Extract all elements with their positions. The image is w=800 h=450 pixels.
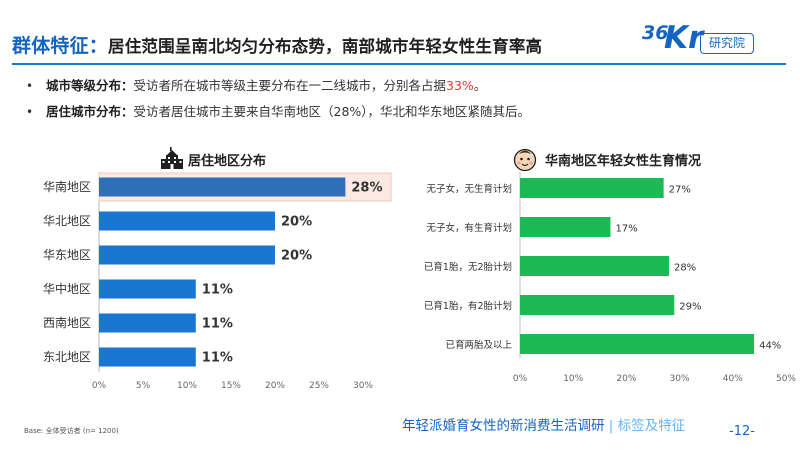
category-label: 已育两胎及以上	[445, 339, 512, 351]
bullet-text: 受访者所在城市等级主要分布在一二线城市，分别各占据	[133, 78, 447, 93]
bar	[520, 334, 755, 354]
bar	[99, 279, 196, 299]
bar	[520, 178, 664, 198]
logo-number: 36	[642, 22, 669, 44]
x-tick-label: 20%	[265, 381, 285, 391]
value-label: 20%	[281, 215, 312, 230]
base-note: Base: 全体受访者 (n= 1200)	[24, 427, 119, 435]
left-chart-title: 居住地区分布	[188, 154, 267, 169]
value-label: 11%	[202, 283, 233, 298]
value-label: 28%	[674, 263, 696, 274]
bar	[99, 211, 275, 231]
x-tick-label: 0%	[92, 381, 107, 391]
x-tick-label: 50%	[776, 374, 796, 384]
category-label: 华北地区	[43, 214, 91, 228]
bullet-label: 居住城市分布：	[46, 104, 134, 119]
category-label: 华南地区	[43, 179, 91, 194]
x-tick-label: 20%	[616, 374, 636, 384]
category-label: 华中地区	[43, 281, 91, 296]
value-label: 11%	[202, 317, 233, 332]
bullet-text: 受访者居住城市主要来自华南地区（28%），华北和华东地区紧随其后。	[133, 104, 531, 119]
right-chart-title: 华南地区年轻女性生育情况	[545, 154, 702, 169]
bullet-list: 城市等级分布：受访者所在城市等级主要分布在一二线城市，分别各占据33%。 居住城…	[26, 73, 530, 125]
building-icon	[161, 147, 183, 169]
value-label: 44%	[759, 341, 781, 352]
bullet-city-region: 居住城市分布：受访者居住城市主要来自华南地区（28%），华北和华东地区紧随其后。	[26, 99, 530, 125]
bar	[520, 295, 675, 315]
category-label: 华东地区	[43, 248, 91, 262]
bullet-label: 城市等级分布：	[46, 78, 134, 93]
value-label: 28%	[351, 181, 382, 196]
category-label: 已育1胎，无2胎计划	[424, 261, 512, 273]
value-label: 11%	[202, 351, 233, 366]
x-tick-label: 15%	[221, 381, 241, 391]
x-tick-label: 30%	[670, 374, 690, 384]
x-tick-label: 30%	[353, 381, 373, 391]
logo-letters: Kr	[664, 20, 704, 56]
category-label: 无子女，有生育计划	[426, 222, 512, 234]
page-title-lead: 群体特征：	[12, 35, 109, 57]
value-label: 17%	[615, 224, 637, 235]
bar	[520, 217, 611, 237]
report-title-text: 年轻派婚育女性的新消费生活调研	[402, 418, 605, 434]
page-title: 群体特征：居住范围呈南北均匀分布态势，南部城市年轻女性生育率高	[12, 31, 542, 58]
bullet-highlight: 33%	[446, 78, 474, 93]
page-number: -12-	[729, 424, 755, 439]
category-label: 西南地区	[43, 315, 91, 330]
bullet-suffix: 。	[473, 78, 487, 93]
value-label: 29%	[679, 302, 701, 313]
x-tick-label: 5%	[136, 381, 151, 391]
bar	[99, 177, 346, 197]
logo-institute: 研究院	[700, 33, 754, 54]
bar	[520, 256, 669, 276]
x-tick-label: 10%	[563, 374, 583, 384]
category-label: 已育1胎，有2胎计划	[424, 300, 512, 312]
bar	[99, 313, 196, 333]
header-divider	[12, 63, 786, 65]
bar	[99, 347, 196, 367]
bullet-city-tier: 城市等级分布：受访者所在城市等级主要分布在一二线城市，分别各占据33%。	[26, 73, 530, 99]
report-section: | 标签及特征	[608, 418, 686, 434]
category-label: 无子女，无生育计划	[426, 183, 512, 195]
logo-36kr-research: 36 Kr 研究院	[642, 20, 754, 58]
x-tick-label: 40%	[723, 374, 743, 384]
x-tick-label: 25%	[309, 381, 329, 391]
page-title-rest: 居住范围呈南北均匀分布态势，南部城市年轻女性生育率高	[108, 37, 543, 56]
value-label: 27%	[669, 185, 691, 196]
report-title: 年轻派婚育女性的新消费生活调研 | 标签及特征	[402, 414, 685, 434]
baby-icon	[513, 148, 537, 172]
bar	[99, 245, 275, 265]
value-label: 20%	[281, 249, 312, 264]
x-tick-label: 10%	[177, 381, 197, 391]
category-label: 东北地区	[43, 350, 91, 364]
x-tick-label: 0%	[513, 374, 528, 384]
